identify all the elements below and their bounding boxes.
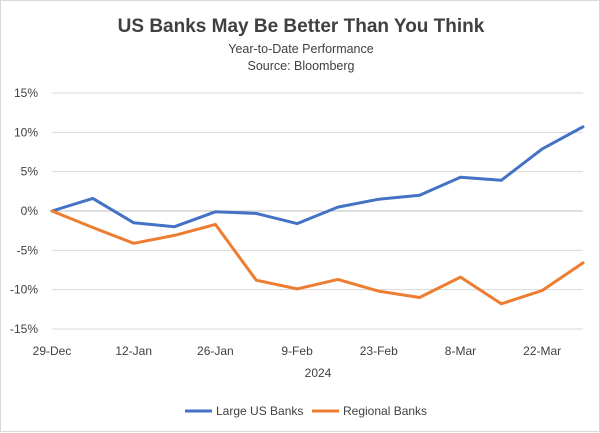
x-axis-label: 2024	[305, 366, 332, 380]
y-tick-label: 15%	[14, 86, 38, 100]
y-tick-label: 10%	[14, 125, 38, 139]
series-line-regional-banks	[50, 209, 585, 306]
y-tick-label: 5%	[21, 165, 39, 179]
gridlines	[52, 92, 583, 330]
x-axis-ticks: 29-Dec 12-Jan 26-Jan 9-Feb 23-Feb 8-Mar 22-Mar	[33, 344, 562, 358]
x-tick-label: 12-Jan	[115, 344, 152, 358]
legend: Large US Banks Regional Banks	[185, 404, 427, 418]
x-tick-label: 29-Dec	[33, 344, 72, 358]
y-tick-label: 0%	[21, 204, 39, 218]
y-tick-label: -15%	[10, 322, 38, 336]
y-tick-label: -5%	[17, 243, 39, 257]
x-tick-label: 26-Jan	[197, 344, 234, 358]
chart-subtitle-2: Source: Bloomberg	[247, 59, 354, 73]
chart-title: US Banks May Be Better Than You Think	[118, 16, 485, 37]
x-tick-label: 8-Mar	[445, 344, 476, 358]
chart-subtitle-1: Year-to-Date Performance	[228, 42, 373, 56]
y-axis-ticks: 15% 10% 5% 0% -5% -10% -15%	[10, 86, 38, 336]
x-tick-label: 9-Feb	[281, 344, 313, 358]
legend-label-regional-banks: Regional Banks	[343, 404, 427, 418]
y-tick-label: -10%	[10, 283, 38, 297]
series-line-large-us-banks	[50, 125, 585, 229]
x-tick-label: 23-Feb	[360, 344, 398, 358]
legend-label-large-us-banks: Large US Banks	[216, 404, 303, 418]
x-tick-label: 22-Mar	[523, 344, 561, 358]
series-lines	[50, 125, 585, 306]
